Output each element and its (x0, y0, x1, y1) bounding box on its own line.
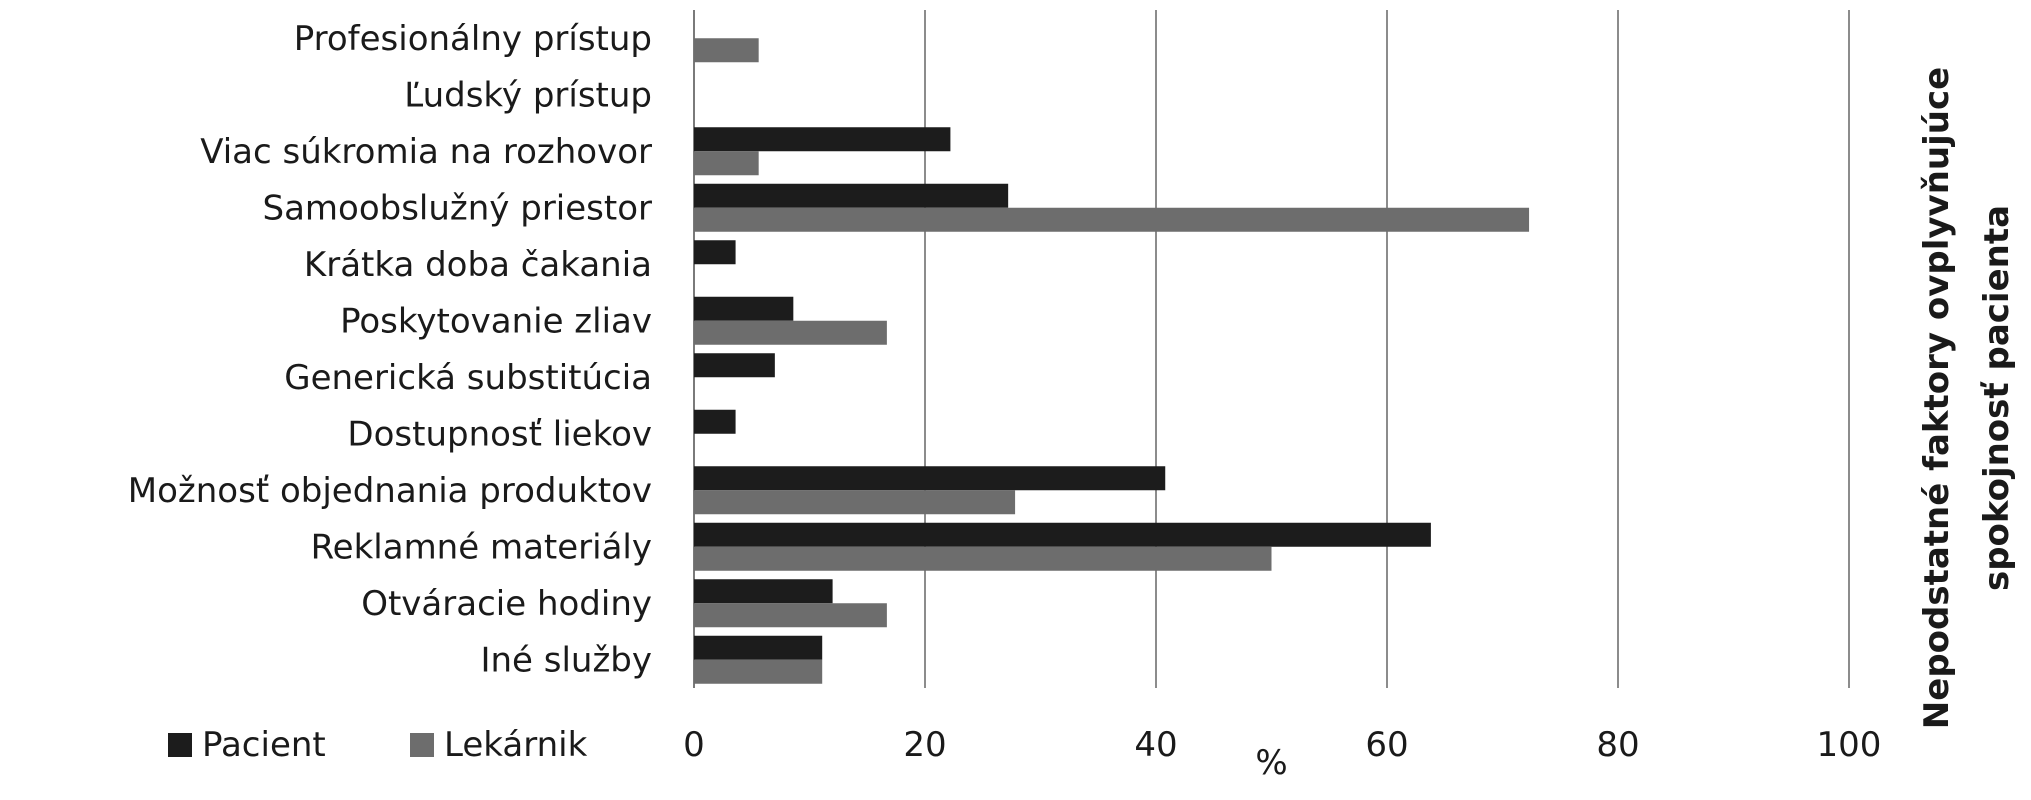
bar-pacient-2 (694, 127, 951, 152)
category-label: Profesionálny prístup (294, 19, 652, 59)
legend-swatch-pacient (168, 733, 192, 757)
bar-lekárnik-2 (694, 151, 759, 176)
x-axis-title: % (1255, 743, 1287, 783)
bar-pacient-4 (694, 240, 736, 265)
category-labels: Profesionálny prístup Ľudský prístup Viac … (128, 19, 652, 681)
bar-lekárnik-3 (694, 207, 1530, 232)
gridlines (693, 10, 1850, 688)
bar-pacient-5 (694, 296, 794, 321)
bar-lekárnik-9 (694, 546, 1272, 571)
x-tick-label: 20 (903, 725, 946, 765)
bar-pacient-10 (694, 579, 833, 604)
legend-swatch-lekárnik (410, 733, 434, 757)
bar-pacient-3 (694, 183, 1009, 208)
x-tick-label: 60 (1365, 725, 1408, 765)
legend-label-lekárnik: Lekárnik (444, 725, 588, 765)
bar-pacient-11 (694, 635, 823, 660)
category-label: Samoobslužný priestor (262, 188, 652, 228)
legend: Pacient Lekárnik (168, 725, 588, 765)
y-axis-title: Nepodstatné faktory ovplyvňujúce spokojno… (1917, 67, 2017, 729)
x-tick-labels: 0 20 40 60 80 100 (683, 725, 1881, 765)
category-label: Ľudský prístup (404, 75, 652, 115)
x-tick-label: 40 (1134, 725, 1177, 765)
category-label: Viac súkromia na rozhovor (200, 132, 652, 172)
category-label: Poskytovanie zliav (340, 301, 652, 341)
bar-pacient-9 (694, 522, 1431, 547)
bar-pacient-7 (694, 409, 736, 434)
bar-lekárnik-5 (694, 320, 887, 345)
bars (694, 38, 1530, 684)
bar-lekárnik-8 (694, 490, 1016, 515)
legend-label-pacient: Pacient (202, 725, 326, 765)
category-label: Dostupnosť liekov (347, 414, 652, 454)
bar-pacient-8 (694, 466, 1166, 491)
category-label: Krátka doba čakania (304, 245, 652, 285)
bar-lekárnik-11 (694, 659, 823, 684)
category-label: Otváracie hodiny (361, 584, 652, 624)
x-tick-label: 0 (683, 725, 705, 765)
bar-lekárnik-0 (694, 38, 759, 63)
bar-lekárnik-10 (694, 603, 887, 628)
x-tick-label: 80 (1596, 725, 1639, 765)
category-label: Reklamné materiály (311, 527, 652, 567)
bar-pacient-6 (694, 353, 775, 378)
category-label: Generická substitúcia (284, 358, 652, 398)
x-tick-label: 100 (1817, 725, 1882, 765)
category-label: Možnosť objednania produktov (128, 471, 652, 511)
category-label: Iné služby (480, 640, 652, 680)
